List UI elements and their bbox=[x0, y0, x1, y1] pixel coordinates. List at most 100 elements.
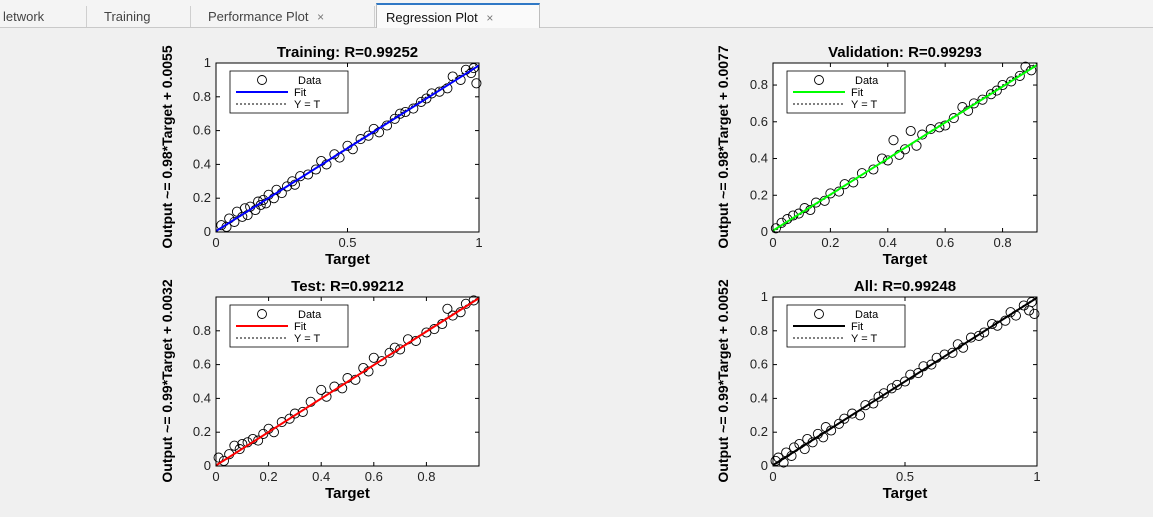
close-icon[interactable]: × bbox=[486, 11, 494, 25]
data-point bbox=[395, 108, 406, 119]
data-point bbox=[310, 164, 321, 175]
chart-all: 0 0.5 1 0 0.2 0.4 0.6 0.8 1 All: R=0.99248 Target O… bbox=[715, 278, 1041, 502]
x-tick-label: 0.4 bbox=[312, 469, 330, 484]
legend-data-marker bbox=[814, 309, 824, 319]
y-tick-label: 0.6 bbox=[750, 114, 768, 129]
x-axis-label: Target bbox=[883, 485, 928, 502]
x-tick-label: 0.6 bbox=[936, 235, 954, 250]
data-point bbox=[888, 135, 899, 146]
tab-bar: letwork Training Performance Plot × Regr… bbox=[0, 0, 1153, 28]
tab-performance-plot[interactable]: Performance Plot × bbox=[199, 6, 375, 27]
data-point bbox=[986, 89, 997, 100]
y-tick-label: 0.2 bbox=[193, 190, 211, 205]
data-point bbox=[899, 144, 911, 155]
axes-box bbox=[772, 62, 1038, 233]
data-point bbox=[389, 113, 400, 124]
data-points bbox=[770, 297, 1040, 468]
legend-data-marker bbox=[257, 309, 267, 319]
fit-line bbox=[215, 297, 480, 467]
data-point bbox=[847, 408, 858, 419]
y-tick-label: 1 bbox=[204, 55, 211, 70]
data-point bbox=[284, 413, 295, 424]
y-tick-label: 0 bbox=[204, 458, 211, 473]
data-point bbox=[289, 408, 300, 419]
tab-training[interactable]: Training bbox=[95, 6, 191, 27]
data-point bbox=[886, 383, 897, 394]
y-tick-label: 0.8 bbox=[193, 89, 211, 104]
legend-label: Fit bbox=[294, 321, 306, 333]
x-tick-label: 0.8 bbox=[417, 469, 435, 484]
legend-label: Data bbox=[298, 309, 322, 321]
data-point bbox=[860, 400, 871, 411]
legend-data-marker bbox=[257, 75, 267, 85]
data-point bbox=[968, 98, 979, 109]
data-point bbox=[1029, 308, 1040, 319]
data-point bbox=[873, 391, 884, 402]
data-point bbox=[991, 85, 1002, 96]
data-point bbox=[833, 418, 845, 429]
y-tick-label: 1 bbox=[761, 289, 768, 304]
chart-test: 0 0.2 0.4 0.6 0.8 0 0.2 0.4 0.6 0.8 Test: R=0.9921… bbox=[159, 278, 480, 502]
y-tick-label: 0.6 bbox=[193, 123, 211, 138]
tab-label: Regression Plot bbox=[386, 10, 478, 25]
data-point bbox=[977, 94, 988, 105]
y-axis-label: Output ~= 0.98*Target + 0.0055 bbox=[159, 45, 175, 248]
data-point bbox=[856, 168, 868, 179]
legend-label: Fit bbox=[851, 87, 863, 99]
legend-label: Y = T bbox=[851, 99, 877, 111]
data-point bbox=[770, 223, 781, 234]
y-tick-label: 0 bbox=[761, 224, 768, 239]
y-tick-label: 0.4 bbox=[750, 390, 768, 405]
legend-label: Fit bbox=[294, 87, 306, 99]
tab-label: Performance Plot bbox=[208, 9, 309, 24]
data-point bbox=[395, 344, 406, 355]
x-tick-label: 0.5 bbox=[338, 235, 356, 250]
y-tick-label: 0.4 bbox=[750, 151, 768, 166]
y-tick-label: 0.6 bbox=[750, 357, 768, 372]
y-axis-label: Output ~= 0.99*Target + 0.0032 bbox=[159, 279, 175, 482]
x-tick-label: 0.5 bbox=[896, 469, 914, 484]
chart-title: Test: R=0.99212 bbox=[291, 278, 404, 295]
fit-line bbox=[772, 296, 1038, 466]
data-point bbox=[948, 113, 959, 124]
y-tick-label: 0.4 bbox=[193, 390, 211, 405]
x-tick-label: 0.2 bbox=[821, 235, 839, 250]
chart-title: Validation: R=0.99293 bbox=[828, 44, 982, 61]
legend-label: Y = T bbox=[294, 99, 320, 111]
y-tick-label: 0.2 bbox=[193, 424, 211, 439]
data-point bbox=[258, 194, 269, 205]
y-tick-label: 0.8 bbox=[750, 77, 768, 92]
data-point bbox=[363, 130, 374, 141]
x-axis-label: Target bbox=[883, 251, 928, 268]
close-icon[interactable]: × bbox=[317, 10, 325, 24]
data-point bbox=[281, 181, 293, 192]
data-point bbox=[1014, 70, 1025, 81]
data-point bbox=[442, 303, 453, 314]
data-point bbox=[303, 169, 314, 180]
data-point bbox=[926, 359, 937, 370]
data-point bbox=[321, 391, 332, 402]
legend-label: Data bbox=[298, 75, 322, 87]
axes-box bbox=[215, 296, 480, 467]
legend-label: Data bbox=[855, 309, 879, 321]
data-point bbox=[905, 125, 916, 137]
y-axis-label: Output ~= 0.99*Target + 0.0052 bbox=[715, 279, 731, 482]
y-tick-label: 0 bbox=[204, 224, 211, 239]
data-point bbox=[973, 330, 984, 341]
x-tick-label: 0.6 bbox=[365, 469, 383, 484]
legend-label: Y = T bbox=[851, 333, 877, 345]
tab-network[interactable]: letwork bbox=[0, 6, 87, 27]
data-point bbox=[421, 93, 432, 104]
data-point bbox=[947, 347, 958, 358]
x-tick-label: 1 bbox=[1033, 469, 1040, 484]
y-tick-label: 0.8 bbox=[193, 323, 211, 338]
legend-data-marker bbox=[814, 75, 824, 85]
tab-regression-plot[interactable]: Regression Plot × bbox=[376, 3, 540, 28]
y-tick-label: 0.6 bbox=[193, 357, 211, 372]
chart-validation: 0 0.2 0.4 0.6 0.8 0 0.2 0.4 0.6 0.8 Validation: R=… bbox=[715, 44, 1038, 268]
x-tick-label: 0 bbox=[212, 469, 219, 484]
data-point bbox=[229, 440, 240, 451]
